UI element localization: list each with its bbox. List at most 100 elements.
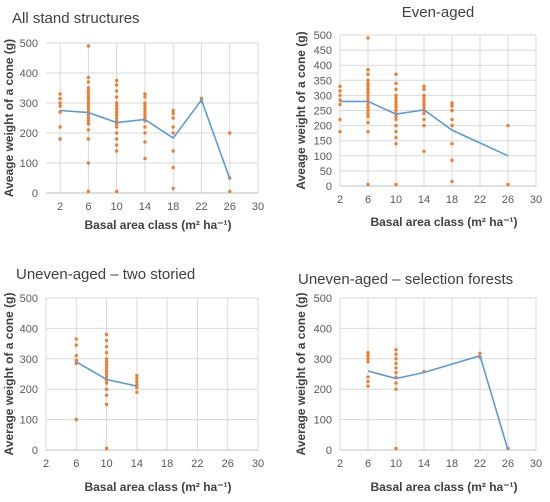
data-point	[394, 446, 398, 451]
x-tick-label: 30	[530, 458, 542, 470]
data-point	[143, 156, 147, 161]
data-point	[143, 131, 147, 135]
y-tick-label: 0	[32, 188, 38, 200]
data-point	[86, 128, 91, 132]
data-point	[86, 80, 91, 84]
data-point	[366, 354, 370, 358]
data-point	[171, 116, 175, 120]
data-point	[171, 165, 175, 170]
data-point	[366, 93, 370, 98]
data-point	[74, 337, 78, 341]
y-tick-label: 500	[20, 38, 38, 50]
data-point	[143, 95, 147, 99]
data-point	[422, 96, 426, 101]
y-axis-label: Average weight of a cone (g)	[294, 293, 308, 456]
data-point	[114, 110, 119, 114]
x-tick-label: 2	[43, 458, 49, 470]
y-tick-label: 300	[20, 98, 38, 110]
data-point	[114, 78, 119, 83]
data-point	[366, 36, 370, 40]
data-point	[394, 114, 398, 119]
x-tick-label: 10	[111, 201, 123, 213]
data-point	[394, 81, 398, 86]
data-point	[394, 123, 398, 128]
data-point	[104, 402, 109, 407]
data-point	[104, 332, 109, 337]
data-point	[143, 113, 147, 117]
data-point	[143, 125, 147, 129]
data-point	[366, 129, 370, 134]
y-tick-label: 0	[326, 181, 332, 193]
data-point	[450, 101, 454, 105]
y-tick-label: 100	[314, 415, 332, 427]
x-tick-label: 22	[195, 201, 207, 213]
data-point	[143, 107, 147, 111]
x-tick-label: 22	[474, 194, 486, 206]
data-point	[366, 84, 370, 89]
chart-title: Uneven-aged – two storied	[16, 266, 195, 283]
data-point	[86, 92, 91, 96]
data-point	[422, 117, 426, 122]
data-point	[114, 143, 119, 147]
data-point	[135, 373, 139, 378]
y-axis-label: Average weight of a cone (g)	[2, 293, 16, 456]
data-point	[114, 95, 119, 99]
x-tick-label: 14	[131, 458, 143, 470]
data-point	[394, 142, 398, 146]
data-point	[422, 105, 426, 110]
data-point	[394, 135, 398, 140]
y-tick-label: 450	[314, 45, 332, 57]
data-point	[338, 89, 342, 93]
data-point	[86, 75, 91, 80]
data-point	[394, 366, 398, 370]
data-point	[394, 93, 398, 98]
y-tick-label: 150	[314, 136, 332, 148]
data-point	[86, 122, 91, 126]
data-point	[228, 189, 232, 194]
mean-line	[340, 100, 509, 157]
y-tick-label: 200	[314, 384, 332, 396]
data-point	[366, 375, 370, 379]
data-point	[86, 137, 91, 141]
y-tick-label: 50	[320, 166, 332, 178]
data-point	[366, 357, 370, 361]
data-point	[366, 102, 370, 107]
y-tick-label: 500	[314, 30, 332, 42]
x-tick-label: 30	[252, 458, 264, 470]
data-point	[422, 99, 426, 104]
data-point	[104, 338, 109, 343]
data-point	[228, 131, 232, 135]
data-point	[394, 370, 398, 375]
data-point	[366, 78, 370, 83]
data-point	[338, 84, 342, 89]
data-point	[450, 117, 454, 122]
data-point	[114, 149, 119, 153]
data-point	[135, 379, 139, 384]
data-point	[422, 84, 426, 89]
data-point	[86, 104, 91, 108]
data-point	[394, 182, 398, 187]
data-point	[394, 381, 398, 385]
y-tick-label: 400	[314, 323, 332, 335]
data-point	[86, 101, 91, 105]
data-point	[104, 360, 109, 364]
chart-title: All stand structures	[12, 10, 140, 27]
y-tick-label: 100	[314, 151, 332, 163]
data-point	[366, 379, 370, 384]
data-point	[450, 158, 454, 163]
data-point	[114, 89, 119, 93]
data-point	[104, 372, 109, 376]
data-point	[143, 101, 147, 105]
data-point	[104, 387, 109, 391]
data-point	[58, 101, 62, 105]
data-point	[58, 104, 62, 108]
data-point	[104, 446, 109, 451]
x-tick-label: 18	[161, 458, 173, 470]
data-point	[338, 102, 342, 107]
x-tick-label: 30	[252, 201, 264, 213]
x-axis-label: Basal area class (m² ha⁻¹)	[84, 218, 231, 232]
y-tick-label: 0	[326, 445, 332, 457]
data-point	[114, 83, 119, 87]
data-point	[86, 107, 91, 111]
